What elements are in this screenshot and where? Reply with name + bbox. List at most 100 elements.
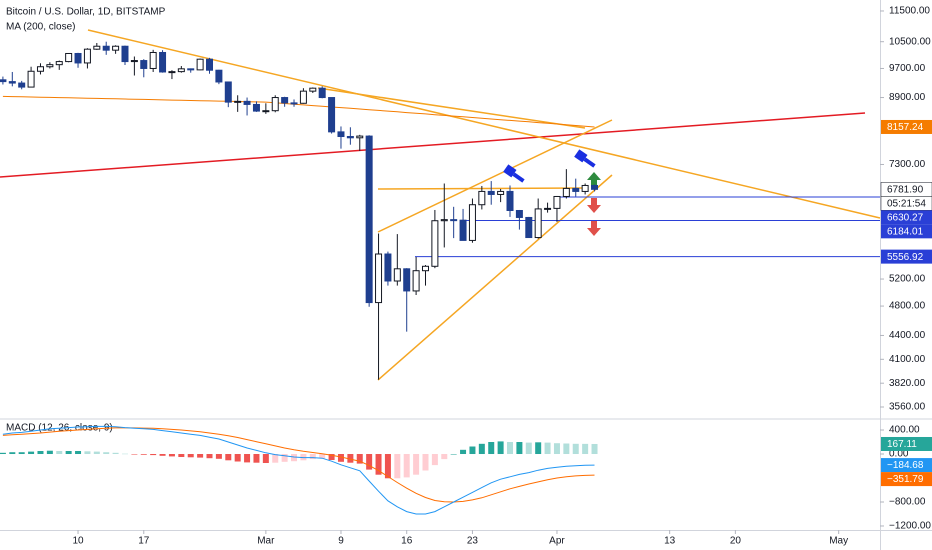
histogram-bar bbox=[140, 454, 147, 455]
histogram-bar bbox=[159, 454, 166, 456]
y-tick-label: 7300.00 bbox=[889, 159, 926, 170]
price-tag: 5556.92 bbox=[887, 252, 924, 263]
y-tick-label: −800.00 bbox=[889, 497, 926, 508]
histogram-bar bbox=[525, 442, 532, 455]
histogram-bar bbox=[356, 454, 363, 464]
y-tick-label: 11500.00 bbox=[889, 6, 930, 17]
candle-body bbox=[243, 100, 251, 105]
wedge-lower bbox=[377, 174, 613, 381]
hammer-icon bbox=[574, 149, 596, 168]
candle-body bbox=[271, 97, 279, 112]
candle-body bbox=[534, 208, 542, 239]
chart-title: Bitcoin / U.S. Dollar, 1D, BITSTAMP bbox=[6, 7, 166, 18]
price-tag-box bbox=[881, 249, 932, 264]
price-tag-box bbox=[881, 210, 932, 225]
histogram-bar bbox=[150, 454, 157, 456]
price-tag: 6630.27 bbox=[887, 212, 924, 223]
histogram-bar bbox=[178, 454, 185, 458]
histogram-bar bbox=[244, 454, 251, 463]
histogram-bar bbox=[422, 454, 429, 471]
x-tick-label: 9 bbox=[338, 536, 344, 547]
histogram-bar bbox=[46, 450, 53, 455]
candle-body bbox=[478, 190, 486, 206]
candle-body bbox=[299, 90, 307, 104]
x-tick-label: 10 bbox=[72, 536, 84, 547]
histogram-bar bbox=[197, 454, 204, 458]
candle-body bbox=[412, 270, 420, 292]
histogram-bar bbox=[460, 449, 467, 455]
histogram-bar bbox=[450, 454, 457, 455]
candle-body bbox=[130, 60, 138, 63]
candle-body bbox=[365, 135, 373, 304]
x-tick-label: 16 bbox=[401, 536, 413, 547]
candle-body bbox=[309, 87, 317, 92]
price-tag: 05:21:54 bbox=[887, 198, 926, 209]
price-tag-box bbox=[881, 472, 932, 487]
histogram-bar bbox=[131, 454, 138, 455]
candle-body bbox=[27, 70, 35, 88]
histogram-bar bbox=[84, 451, 91, 455]
candle-body bbox=[168, 71, 176, 74]
candle-body bbox=[121, 45, 129, 63]
x-tick-label: 17 bbox=[138, 536, 150, 547]
histogram-bar bbox=[384, 454, 391, 479]
histogram-bar bbox=[18, 452, 25, 455]
candle-body bbox=[224, 81, 232, 103]
candle-body bbox=[149, 51, 157, 69]
y-tick-label: 0.00 bbox=[889, 449, 909, 460]
histogram-bar bbox=[394, 454, 401, 479]
drawings bbox=[0, 29, 881, 381]
candle-body bbox=[0, 79, 7, 83]
candle-body bbox=[18, 82, 26, 88]
candle-body bbox=[468, 204, 476, 241]
x-tick-label: 13 bbox=[664, 536, 676, 547]
histogram-bar bbox=[272, 454, 279, 463]
histogram-bar bbox=[582, 443, 589, 455]
candle-body bbox=[525, 216, 533, 239]
candle-body bbox=[36, 66, 44, 72]
arrow-down bbox=[587, 198, 601, 213]
x-tick-label: Apr bbox=[549, 536, 565, 547]
histogram-bar bbox=[572, 443, 579, 455]
histogram-bar bbox=[253, 454, 260, 463]
y-tick-label: 10500.00 bbox=[889, 36, 931, 47]
histogram-bar bbox=[262, 454, 269, 464]
trend-line bbox=[0, 112, 866, 178]
histogram-bar bbox=[168, 454, 175, 457]
price-tag-box bbox=[881, 224, 932, 239]
candle-body bbox=[215, 69, 223, 83]
candle-body bbox=[497, 190, 505, 195]
histogram-bar bbox=[591, 443, 598, 455]
candle-body bbox=[450, 219, 458, 222]
candle-body bbox=[591, 184, 599, 190]
candle-body bbox=[234, 100, 242, 103]
histogram-bar bbox=[215, 454, 222, 459]
histogram-bar bbox=[234, 454, 241, 462]
histogram-bar bbox=[507, 442, 514, 455]
candle-body bbox=[581, 184, 589, 192]
y-tick-label: 8900.00 bbox=[889, 92, 926, 103]
histogram-bar bbox=[553, 443, 560, 455]
histogram-bar bbox=[281, 454, 288, 462]
histogram-bar bbox=[225, 454, 232, 461]
price-tag: 8157.24 bbox=[887, 122, 924, 133]
candle-body bbox=[459, 219, 467, 241]
candle-body bbox=[177, 68, 185, 73]
y-tick-label: 4100.00 bbox=[889, 354, 926, 365]
histogram-bar bbox=[488, 442, 495, 455]
wedge-upper bbox=[377, 119, 613, 233]
y-tick-label: 400.00 bbox=[889, 425, 920, 436]
candle-body bbox=[102, 45, 110, 51]
histogram-bar bbox=[516, 442, 523, 455]
histogram-bar bbox=[75, 451, 82, 455]
candle-body bbox=[196, 58, 204, 71]
y-tick-label: 9700.00 bbox=[889, 63, 926, 74]
histogram-bar bbox=[413, 454, 420, 475]
histogram-bar bbox=[9, 452, 16, 455]
candle-body bbox=[318, 87, 326, 99]
histogram-bar bbox=[206, 454, 213, 459]
candle-body bbox=[262, 110, 270, 113]
x-tick-label: 20 bbox=[730, 536, 742, 547]
candle-body bbox=[421, 265, 429, 272]
